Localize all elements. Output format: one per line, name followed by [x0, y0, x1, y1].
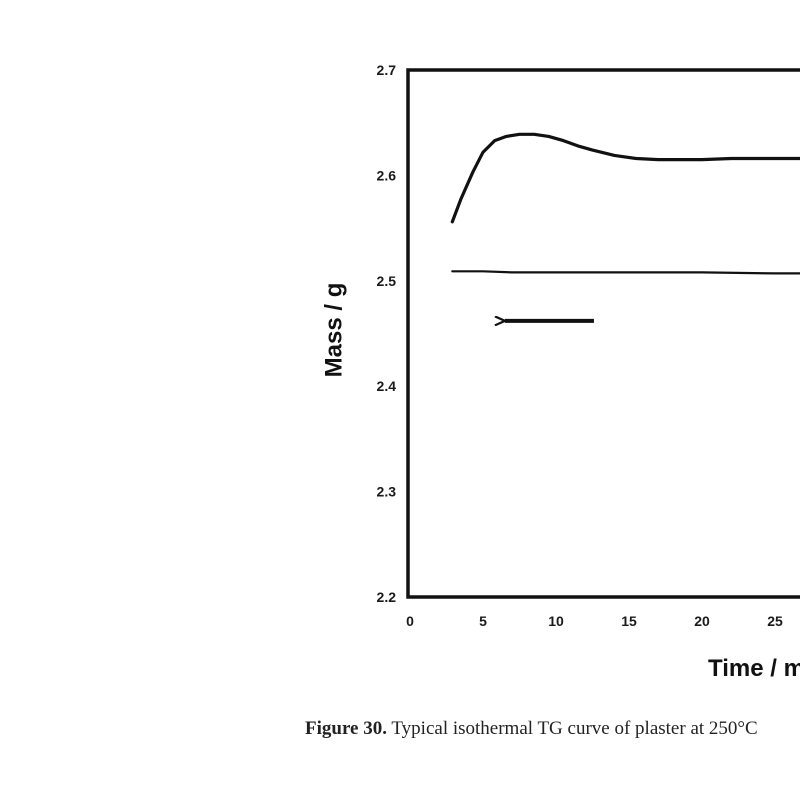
y-tick-label: 2.6: [377, 167, 397, 183]
figure-caption: Figure 30. Typical isothermal TG curve o…: [305, 718, 758, 740]
plot-frame: [406, 68, 800, 599]
y-tick-label: 2.3: [377, 484, 397, 500]
caption-text: Typical isothermal TG curve of plaster a…: [386, 718, 758, 739]
x-tick-label: 20: [694, 613, 710, 629]
series-line-1: [450, 132, 800, 224]
x-tick-label: 15: [621, 613, 637, 629]
x-tick-label: 10: [548, 613, 564, 629]
x-tick-label: 25: [767, 613, 783, 629]
y-tick-label: 2.5: [377, 273, 397, 289]
x-tick-label: 5: [479, 613, 487, 629]
y-axis-title: Mass / g: [320, 283, 347, 378]
y-tick-label: 2.2: [377, 589, 397, 605]
y-tick-label: 2.7: [377, 62, 397, 78]
series-line-2: [451, 270, 800, 275]
y-tick-label: 2.4: [377, 378, 397, 394]
x-axis-title: Time / min: [708, 655, 800, 682]
caption-label: Figure 30.: [305, 718, 387, 739]
x-tick-label: 0: [406, 613, 414, 629]
